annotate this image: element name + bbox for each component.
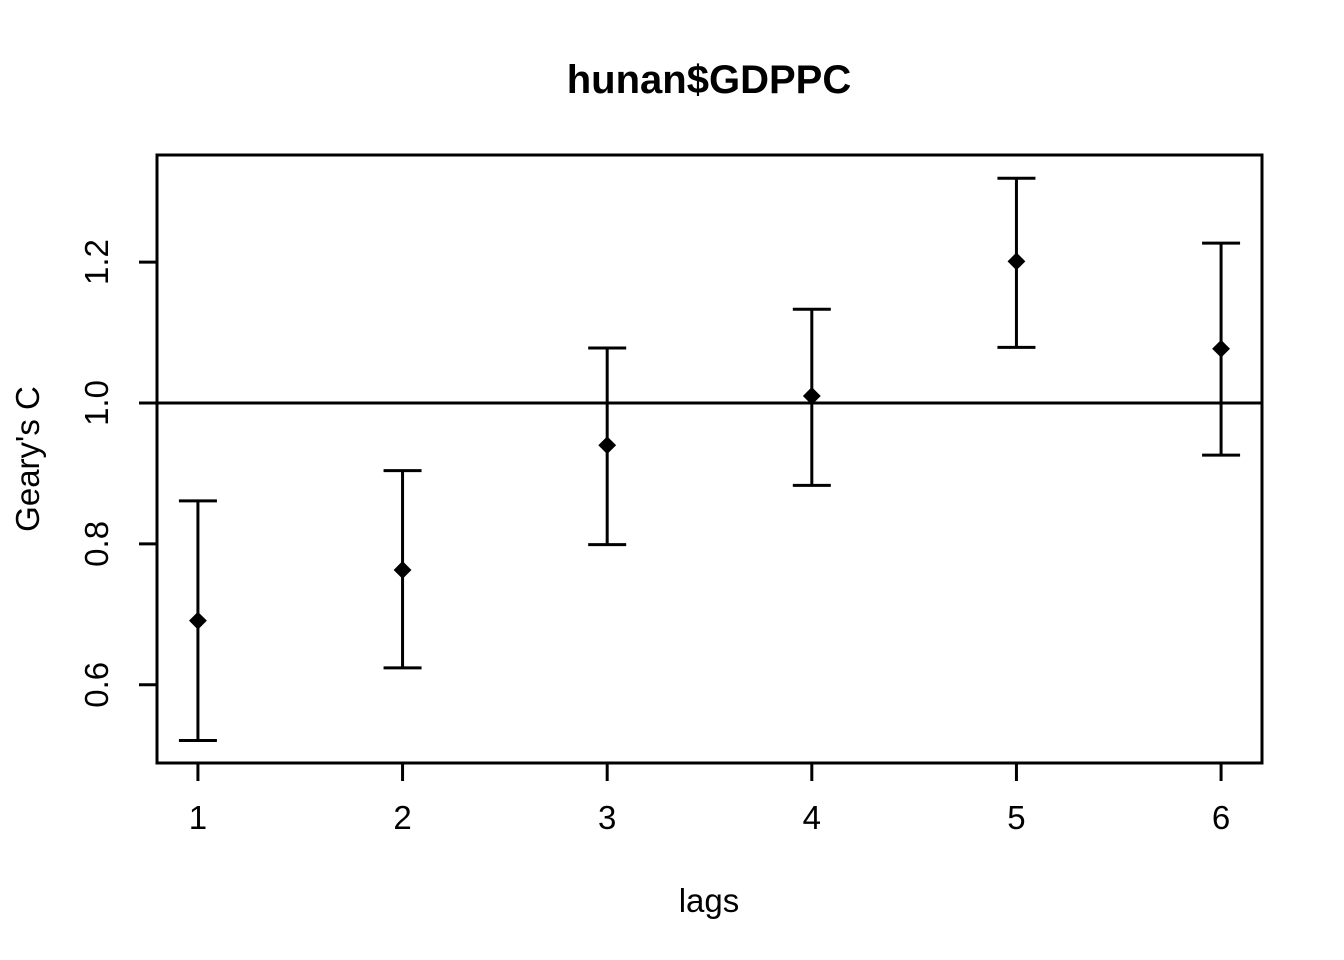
point-estimate-diamond: [598, 436, 617, 455]
plot-border: [155, 153, 1264, 765]
y-tick-label: 0.6: [78, 662, 115, 708]
x-tick-label: 1: [189, 799, 207, 836]
y-tick-label: 0.8: [78, 521, 115, 567]
x-tick-label: 3: [598, 799, 616, 836]
y-axis-label: Geary's C: [9, 386, 46, 532]
x-tick-label: 6: [1212, 799, 1230, 836]
y-tick-label: 1.0: [78, 380, 115, 426]
point-estimate-diamond: [1212, 339, 1230, 358]
plot-area: 1 2 3 4 5 6 0.6 0.8 1.0 1.2: [78, 153, 1264, 836]
point-estimate-diamond: [189, 611, 207, 630]
x-tick-label: 5: [1007, 799, 1025, 836]
y-tick-label: 1.2: [78, 239, 115, 285]
x-tick-label: 2: [393, 799, 411, 836]
x-tick-label: 4: [803, 799, 821, 836]
point-estimate-diamond: [802, 387, 821, 405]
point-estimate-diamond: [393, 561, 412, 579]
x-axis-label: lags: [679, 882, 740, 919]
point-estimate-diamond: [1007, 252, 1026, 271]
chart-title: hunan$GDPPC: [567, 58, 851, 102]
